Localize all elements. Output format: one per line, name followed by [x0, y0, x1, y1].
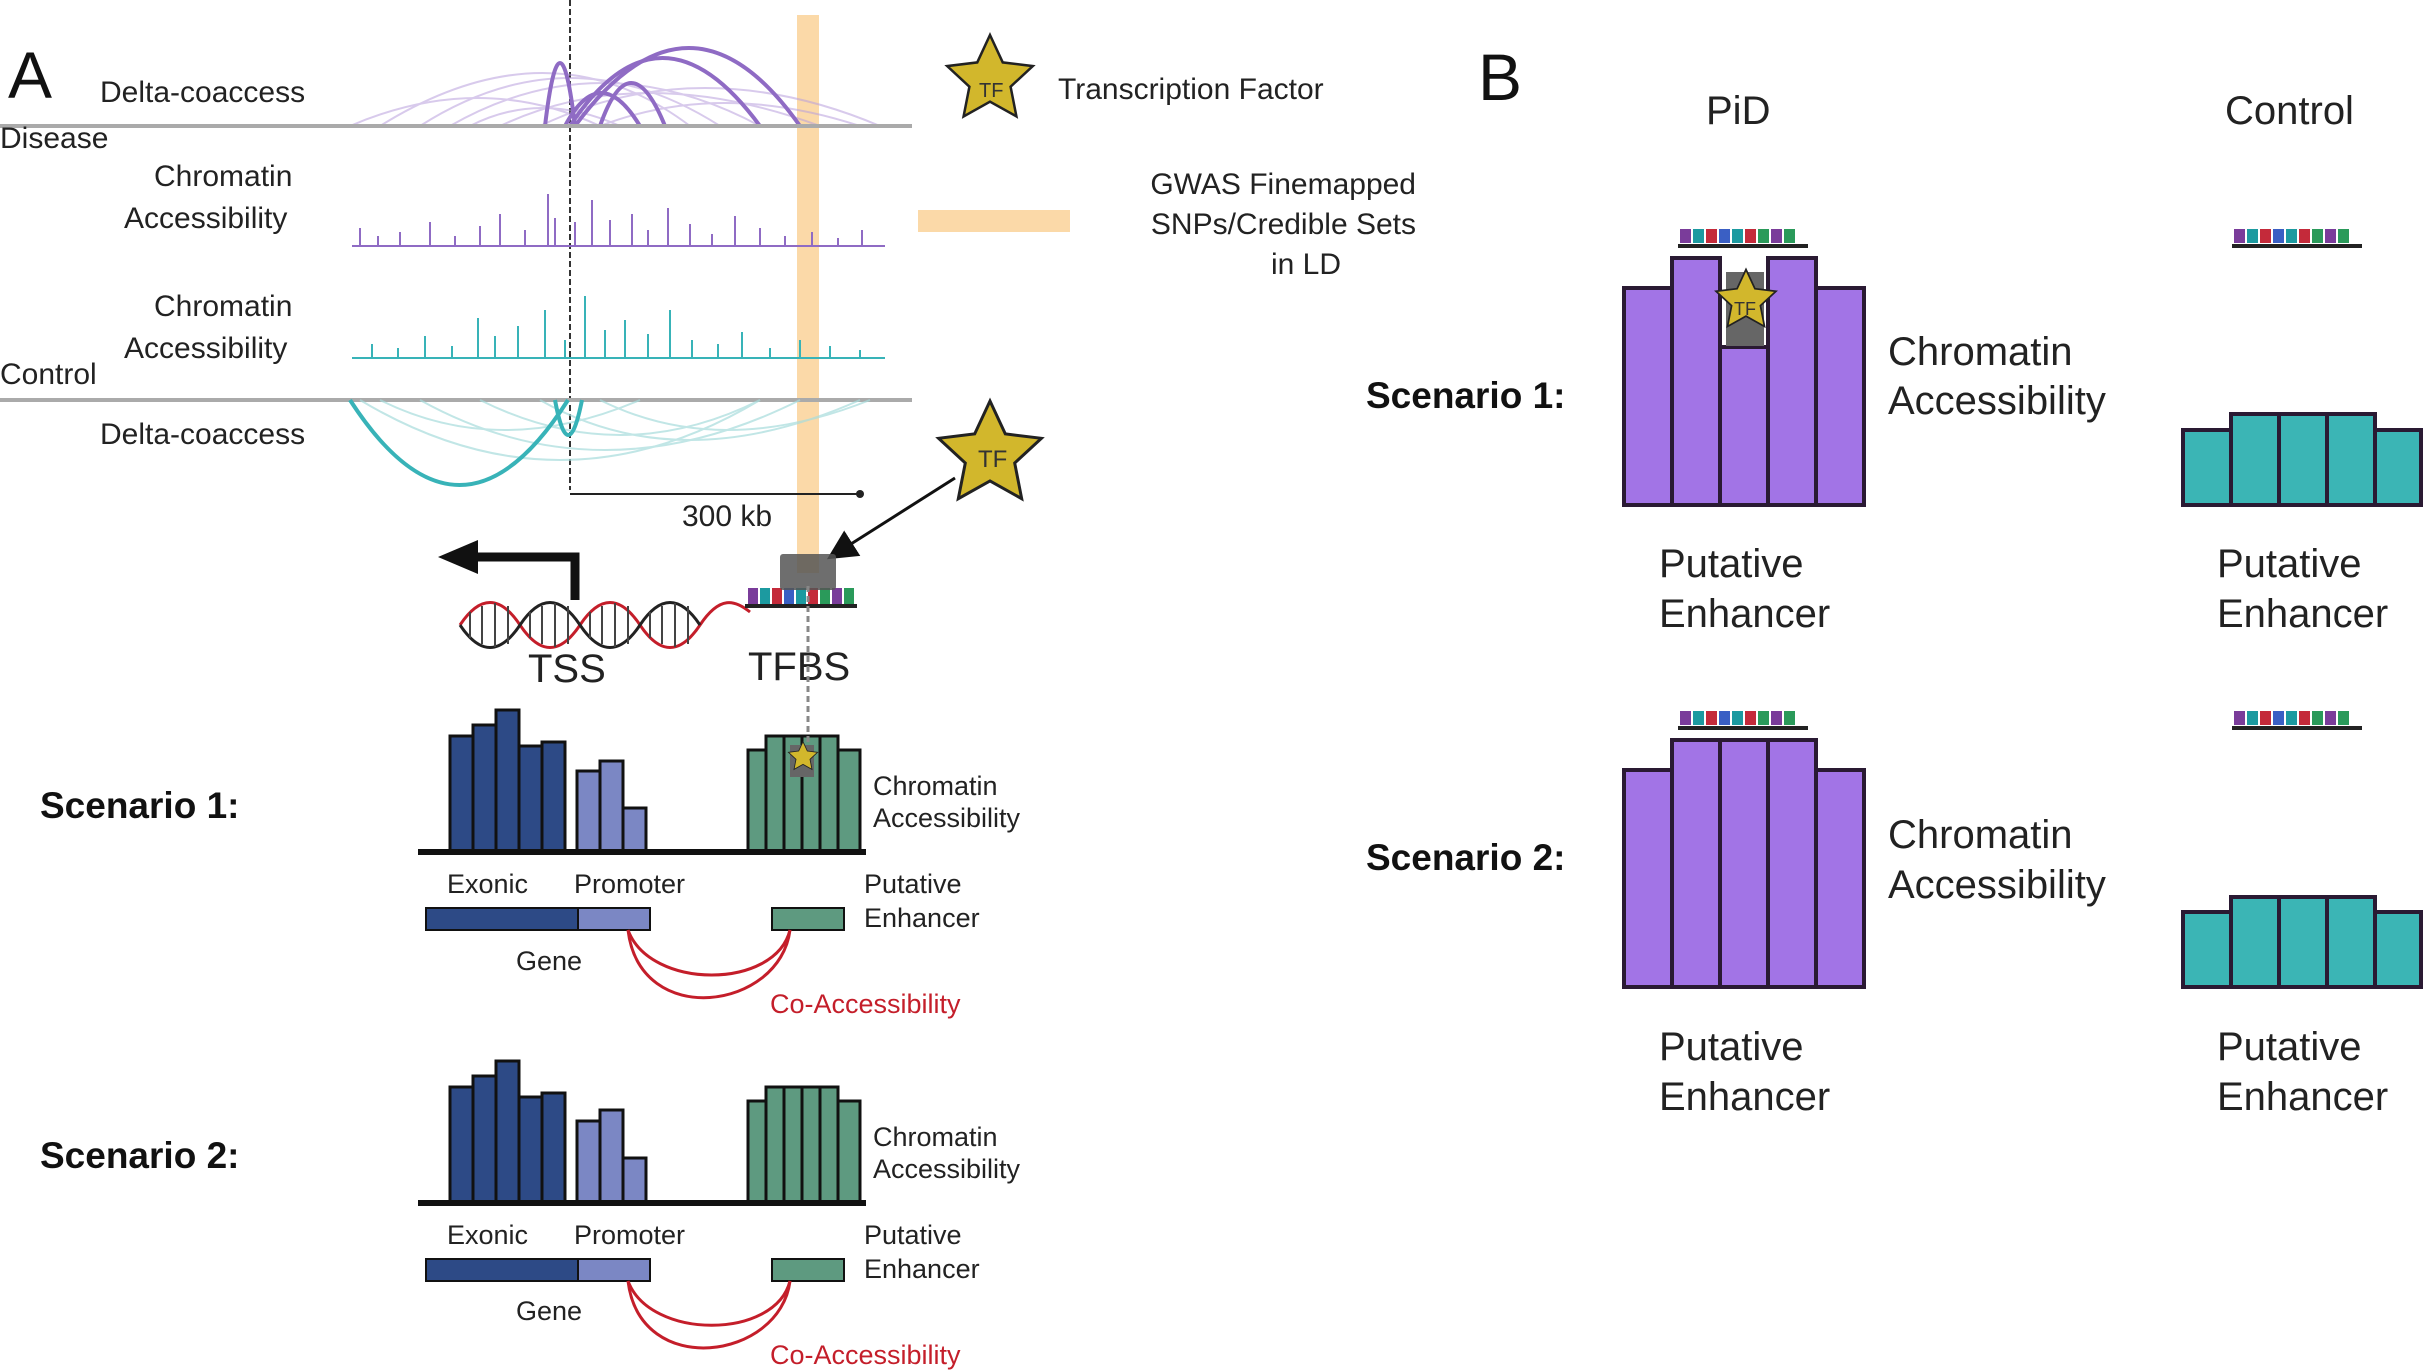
chromatin-accessibility-control-track — [352, 296, 885, 359]
b-scenario-1-enhancer-ctrl-2: Enhancer — [2217, 592, 2388, 636]
scale-bar-label: 300 kb — [682, 500, 772, 533]
delta-coaccess-control-track — [0, 398, 912, 487]
b-scenario-2-enhancer-pid-2: Enhancer — [1659, 1075, 1830, 1119]
pid-seq-strip-2 — [1678, 711, 1808, 730]
gene-exonic-segment — [425, 1258, 579, 1282]
gene-promoter-segment — [577, 1258, 651, 1282]
scenario-1-chromatin-2: Accessibility — [873, 803, 1021, 833]
scenario-2-gene-label: Gene — [516, 1296, 582, 1326]
control-seq-strip-1 — [2232, 229, 2362, 248]
scenario-1-coaccess-label: Co-Accessibility — [770, 989, 961, 1019]
tf-star-label: TF — [978, 446, 1007, 473]
scenario-1-enhancer-2: Enhancer — [864, 903, 980, 933]
b-scenario-1-enhancer-pid-2: Enhancer — [1659, 592, 1830, 636]
disease-label: Disease — [0, 122, 108, 155]
scenario-2-title: Scenario 2: — [40, 1135, 239, 1176]
scenario-1-gene-label: Gene — [516, 946, 582, 976]
delta-coaccess-disease-track — [0, 46, 912, 128]
pid-seq-strip-1 — [1678, 229, 1808, 248]
enhancer-segment — [771, 1258, 845, 1282]
legend-gwas-line-1: GWAS Finemapped — [1150, 168, 1416, 201]
b-scenario-1-enhancer-ctrl-1: Putative — [2217, 542, 2362, 586]
b-scenario-2-enhancer-ctrl-1: Putative — [2217, 1025, 2362, 1069]
control-header: Control — [2225, 89, 2354, 133]
tfbs-label: TFBS — [748, 645, 850, 689]
pid-header: PiD — [1706, 89, 1770, 133]
coaccessibility-arcs — [626, 929, 792, 999]
legend-gwas-line-3: in LD — [1271, 248, 1341, 281]
b-scenario-1-chromatin-1: Chromatin — [1888, 330, 2073, 374]
scenario-1-title: Scenario 1: — [40, 785, 239, 826]
pid-accessibility-bars-1 — [1622, 256, 1866, 507]
scenario-2-enhancer-1: Putative — [864, 1220, 962, 1250]
scenario-1-enhancer-1: Putative — [864, 869, 962, 899]
coaccessibility-arcs — [626, 1280, 792, 1350]
legend-tf-label: Transcription Factor — [1058, 73, 1324, 106]
b-scenario-2-enhancer-ctrl-2: Enhancer — [2217, 1075, 2388, 1119]
panel-a-scenario-1: Scenario 1: Chromatin Accessibility Exon — [40, 586, 1021, 1019]
pid-accessibility-bars-2 — [1622, 738, 1866, 989]
control-accessibility-bars-2 — [2181, 895, 2423, 989]
scenario-2-chromatin-1: Chromatin — [873, 1122, 998, 1152]
scenario-2-chromatin-2: Accessibility — [873, 1154, 1021, 1184]
scenario-2-promoter-label: Promoter — [574, 1220, 685, 1250]
tfbs-bound-region — [780, 554, 836, 590]
tfbs-sequence-strip — [745, 588, 857, 608]
gwas-highlight-bar — [797, 15, 819, 573]
promoter-peaks — [575, 1108, 648, 1204]
chromatin-accessibility-control-label-1: Chromatin — [154, 290, 292, 323]
exonic-peaks — [448, 708, 567, 853]
b-scenario-2-title: Scenario 2: — [1366, 837, 1565, 878]
control-label: Control — [0, 358, 97, 391]
scenario-2-coaccess-label: Co-Accessibility — [770, 1340, 961, 1370]
b-scenario-1-enhancer-pid-1: Putative — [1659, 542, 1804, 586]
b-scenario-2-chromatin-2: Accessibility — [1888, 863, 2106, 907]
gene-exonic-segment — [425, 907, 579, 931]
gene-promoter-segment — [577, 907, 651, 931]
panel-a-letter: A — [8, 38, 52, 112]
tss-arrow — [470, 552, 580, 600]
chromatin-accessibility-disease-label-1: Chromatin — [154, 160, 292, 193]
enhancer-peaks — [746, 1085, 862, 1204]
chromatin-accessibility-disease-label-2: Accessibility — [124, 202, 287, 235]
scale-bar — [570, 490, 864, 498]
scenario-2-exonic-label: Exonic — [447, 1220, 528, 1250]
panel-b-scenario-1: Scenario 1: TF Chromatin Accessibility P… — [1366, 229, 2423, 636]
chromatin-accessibility-disease-track — [352, 194, 885, 247]
tss-label: TSS — [528, 647, 606, 691]
legend-tf-glyph: TF — [979, 80, 1003, 102]
scenario-1-promoter-label: Promoter — [574, 869, 685, 899]
chromatin-accessibility-control-label-2: Accessibility — [124, 332, 287, 365]
enhancer-peaks — [746, 734, 862, 853]
control-seq-strip-2 — [2232, 711, 2362, 730]
tss-arrowhead-icon — [438, 540, 478, 574]
scenario-2-enhancer-2: Enhancer — [864, 1254, 980, 1284]
scenario-1-chromatin-1: Chromatin — [873, 771, 998, 801]
pid-bound-tf-glyph: TF — [1734, 299, 1756, 319]
control-accessibility-bars-1 — [2181, 412, 2423, 507]
panel-b-letter: B — [1478, 40, 1522, 114]
enhancer-segment — [771, 907, 845, 931]
b-scenario-2-chromatin-1: Chromatin — [1888, 813, 2073, 857]
dna-helix — [458, 601, 751, 649]
panel-b-scenario-2: Scenario 2: Chromatin Accessibility Puta… — [1366, 711, 2423, 1119]
panel-a-scenario-2: Scenario 2: Chromatin Accessibility Exon… — [40, 1059, 1021, 1370]
legend-gwas-line-2: SNPs/Credible Sets — [1151, 208, 1416, 241]
legend-gwas-swatch — [918, 210, 1070, 232]
scenario-1-exonic-label: Exonic — [447, 869, 528, 899]
delta-coaccess-bottom-label: Delta-coaccess — [100, 418, 305, 451]
legend-tf-star-icon — [945, 33, 1035, 118]
b-scenario-2-enhancer-pid-1: Putative — [1659, 1025, 1804, 1069]
delta-coaccess-top-label: Delta-coaccess — [100, 76, 305, 109]
b-scenario-1-chromatin-2: Accessibility — [1888, 379, 2106, 423]
tf-binding-arrow — [826, 476, 956, 560]
b-scenario-1-title: Scenario 1: — [1366, 375, 1565, 416]
promoter-peaks — [575, 759, 648, 853]
exonic-peaks — [448, 1059, 567, 1204]
